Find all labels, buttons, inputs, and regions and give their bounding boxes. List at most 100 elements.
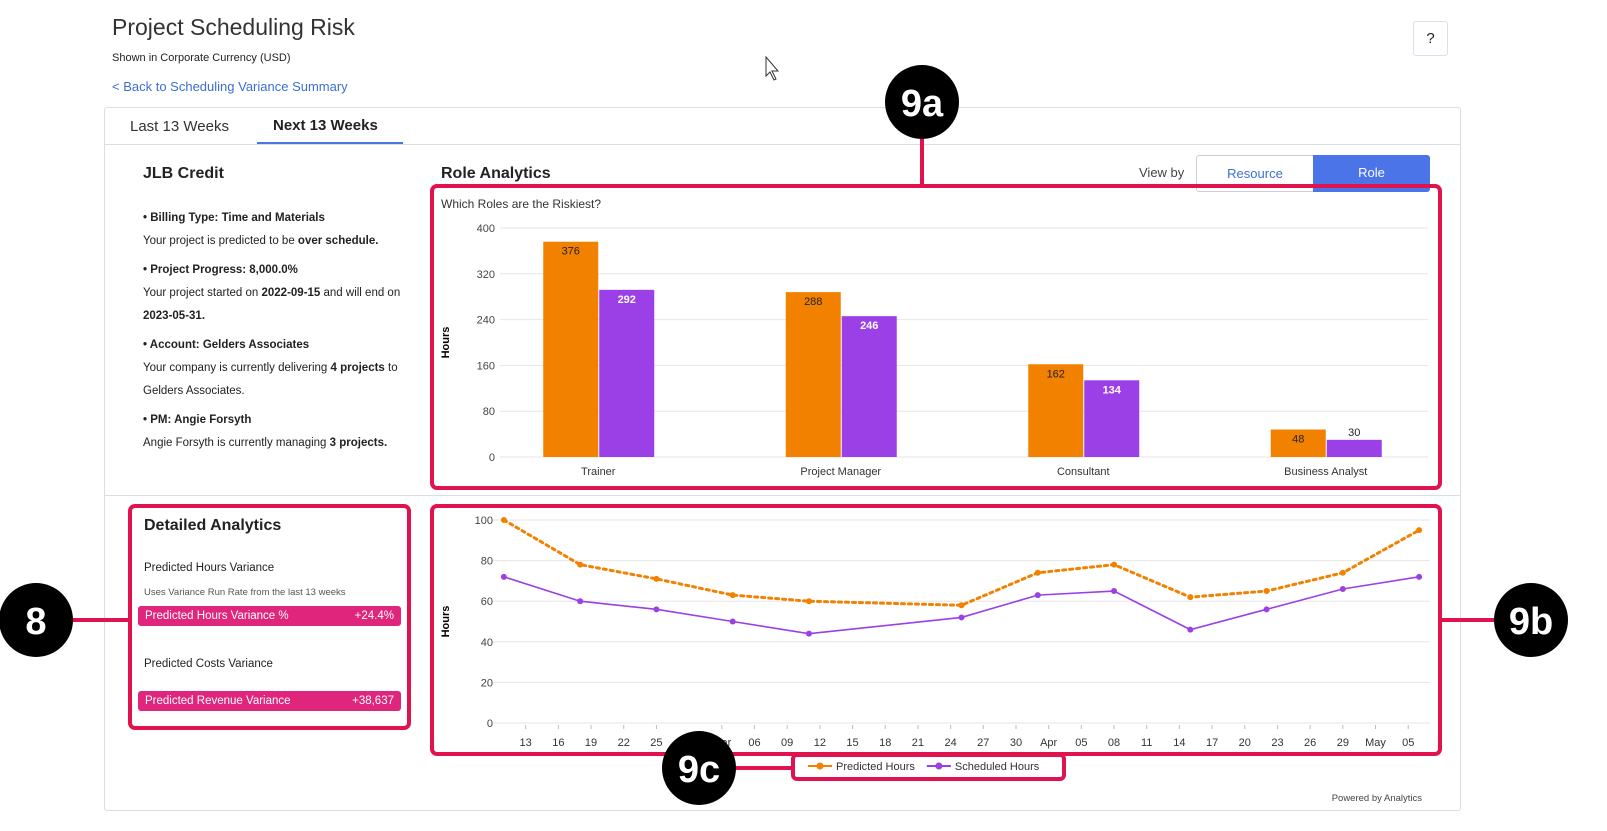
x-tick-label: 16 <box>552 737 564 749</box>
callout-circle <box>0 583 73 657</box>
bar <box>1028 364 1084 457</box>
section-divider <box>105 495 1460 496</box>
data-label: 246 <box>860 320 878 332</box>
summary-segment: Your company is currently delivering <box>143 362 331 374</box>
x-tick-label: Trainer <box>581 466 616 478</box>
summary-item: • Account: Gelders Associates Your compan… <box>143 334 401 403</box>
point <box>1187 626 1194 633</box>
metric-pill: Predicted Revenue Variance +38,637 <box>138 691 401 711</box>
metric-value: +24.4% <box>354 610 394 622</box>
x-tick-label: 08 <box>1108 737 1120 749</box>
point <box>729 618 736 625</box>
legend-label: Predicted Hours <box>836 761 915 773</box>
section-title: Role Analytics <box>441 165 551 182</box>
point <box>1263 588 1270 595</box>
data-label: 134 <box>1103 384 1122 396</box>
y-tick-label: 100 <box>475 515 493 527</box>
summary-segment: and will end on <box>320 287 401 299</box>
x-tick-label: 25 <box>650 737 662 749</box>
point <box>1263 606 1270 613</box>
summary-heading: • Billing Type: Time and Materials <box>143 212 325 224</box>
line <box>502 518 1421 607</box>
x-tick-label: Project Manager <box>800 466 881 478</box>
summary-title: JLB Credit <box>143 165 224 182</box>
point <box>1111 561 1118 568</box>
help-button[interactable]: ? <box>1413 21 1448 56</box>
x-tick-label: 30 <box>1010 737 1022 749</box>
tab[interactable]: Last 13 Weeks <box>130 118 229 135</box>
bar <box>785 292 841 457</box>
data-label: 30 <box>1348 427 1360 439</box>
y-tick-label: 80 <box>481 556 493 568</box>
x-tick-label: 17 <box>1206 737 1218 749</box>
y-tick-label: 320 <box>477 269 495 281</box>
y-tick-label: 0 <box>489 452 495 464</box>
callout-circle <box>1494 583 1568 657</box>
y-tick-label: 20 <box>481 677 493 689</box>
callout-label: 9a <box>901 83 944 125</box>
callout-label: 9c <box>678 749 720 791</box>
point <box>500 573 507 580</box>
point <box>958 602 965 609</box>
detail-heading: Predicted Hours Variance <box>144 562 275 574</box>
summary-segment: 2023-05-31. <box>143 310 206 322</box>
summary-item: • Project Progress: 8,000.0% Your project… <box>143 259 401 328</box>
back-link[interactable]: < Back to Scheduling Variance Summary <box>112 79 348 94</box>
x-tick-label: 24 <box>944 737 956 749</box>
bar <box>599 289 655 457</box>
x-tick-label: 12 <box>814 737 826 749</box>
callout-frames <box>72 138 1495 781</box>
x-tick-label: May <box>1365 737 1386 749</box>
y-tick-label: 0 <box>487 718 493 730</box>
card <box>104 107 1461 811</box>
x-tick-label: 06 <box>748 737 760 749</box>
legend-swatch <box>816 762 824 770</box>
summary-text: Your project is predicted to be over sch… <box>143 230 401 253</box>
y-tick-label: 240 <box>477 315 495 327</box>
x-tick-label: 15 <box>846 737 858 749</box>
x-tick-label: 29 <box>1337 737 1349 749</box>
tab-divider <box>105 144 1460 145</box>
summary-segment: Angie Forsyth is currently managing <box>143 437 330 449</box>
x-tick-label: 18 <box>879 737 891 749</box>
footer: Powered by Analytics <box>1331 793 1422 804</box>
summary-text: Your project started on 2022-09-15 and w… <box>143 282 401 328</box>
x-tick-label: 22 <box>618 737 630 749</box>
metric-label: Predicted Revenue Variance <box>145 695 291 707</box>
page-title: Project Scheduling Risk <box>112 14 355 40</box>
summary-segment: 2022-09-15 <box>261 287 321 299</box>
bar <box>1270 429 1326 457</box>
callout-badges: 9a 8 9b 9c <box>0 65 1568 805</box>
point <box>1034 592 1041 599</box>
summary-segment: Your project started on <box>143 287 262 299</box>
callout-label: 9b <box>1509 601 1553 643</box>
x-tick-label: Consultant <box>1057 466 1110 478</box>
legend-label: Scheduled Hours <box>955 761 1040 773</box>
callout-label: 8 <box>25 601 46 643</box>
point <box>1111 588 1118 595</box>
point <box>500 517 507 523</box>
x-tick-label: 21 <box>912 737 924 749</box>
x-tick-label: 05 <box>1402 737 1414 749</box>
x-tick-label: Business Analyst <box>1284 466 1367 478</box>
point <box>1339 569 1346 576</box>
summary-segment: 4 projects <box>330 362 385 374</box>
y-tick-label: 60 <box>481 596 493 608</box>
data-label: 288 <box>804 296 822 308</box>
x-tick-label: 19 <box>585 737 597 749</box>
point <box>1416 573 1423 580</box>
summary-heading: • Project Progress: 8,000.0% <box>143 264 298 276</box>
summary-item: • PM: Angie Forsyth Angie Forsyth is curr… <box>143 409 401 455</box>
data-label: 162 <box>1047 368 1065 380</box>
line <box>503 576 1420 635</box>
summary-heading: • PM: Angie Forsyth <box>143 414 252 426</box>
y-tick-label: 160 <box>477 360 495 372</box>
summary-text: Your company is currently delivering 4 p… <box>143 357 401 403</box>
subtitle: Shown in Corporate Currency (USD) <box>112 52 291 64</box>
x-tick-label: 09 <box>781 737 793 749</box>
tab-active[interactable]: Next 13 Weeks <box>273 117 378 134</box>
tab-underline <box>257 142 403 144</box>
y-tick-label: 400 <box>477 223 495 235</box>
point <box>1187 594 1194 601</box>
metric-label: Predicted Hours Variance % <box>145 610 289 622</box>
